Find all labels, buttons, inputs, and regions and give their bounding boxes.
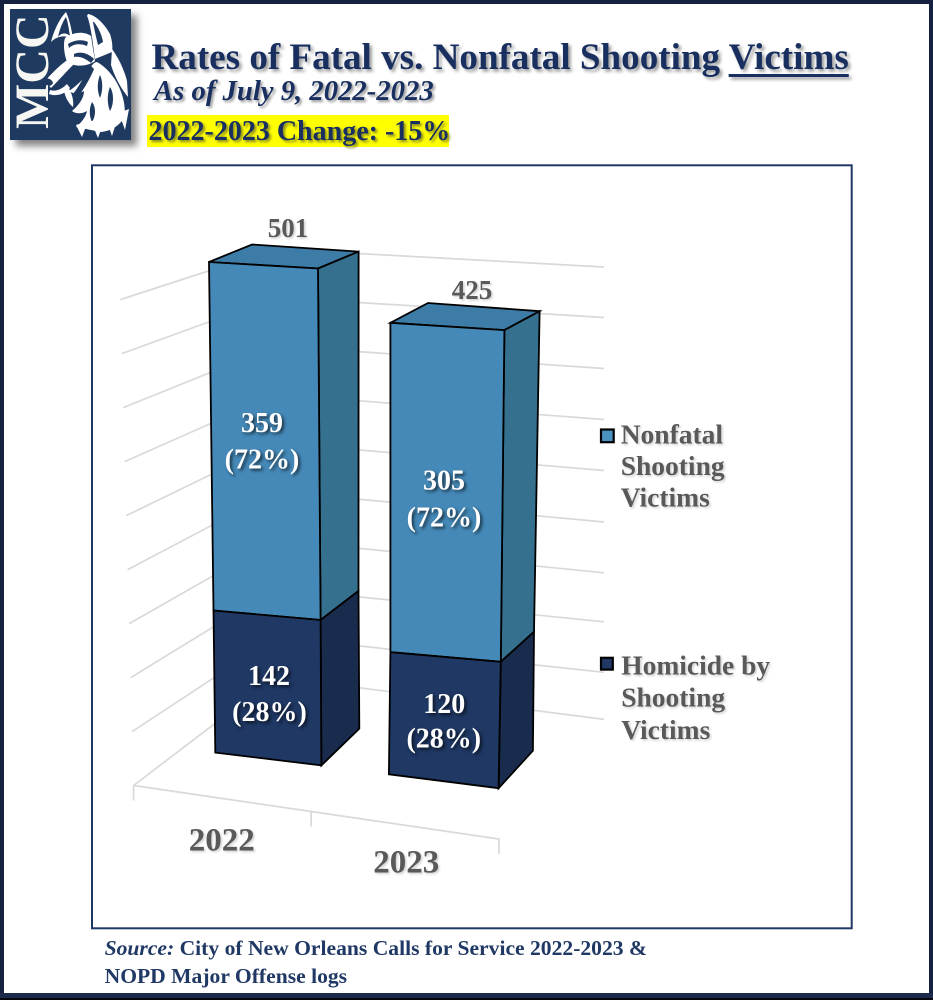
- svg-text:120: 120: [423, 689, 465, 720]
- svg-text:Shooting: Shooting: [621, 682, 725, 713]
- svg-text:Homicide by: Homicide by: [621, 649, 770, 680]
- svg-text:Shooting: Shooting: [621, 450, 725, 481]
- svg-text:Victims: Victims: [621, 481, 710, 512]
- svg-text:(72%): (72%): [225, 445, 300, 476]
- svg-text:142: 142: [248, 661, 290, 692]
- svg-text:(28%): (28%): [232, 697, 307, 728]
- svg-text:(28%): (28%): [406, 724, 481, 755]
- svg-text:Victims: Victims: [621, 714, 710, 745]
- svg-text:425: 425: [452, 275, 493, 305]
- svg-text:305: 305: [423, 466, 465, 497]
- svg-text:359: 359: [241, 408, 283, 439]
- svg-text:501: 501: [268, 213, 309, 243]
- svg-text:2023: 2023: [373, 844, 439, 880]
- svg-text:(72%): (72%): [407, 503, 482, 534]
- svg-text:Nonfatal: Nonfatal: [621, 418, 724, 449]
- svg-text:2022: 2022: [189, 823, 255, 859]
